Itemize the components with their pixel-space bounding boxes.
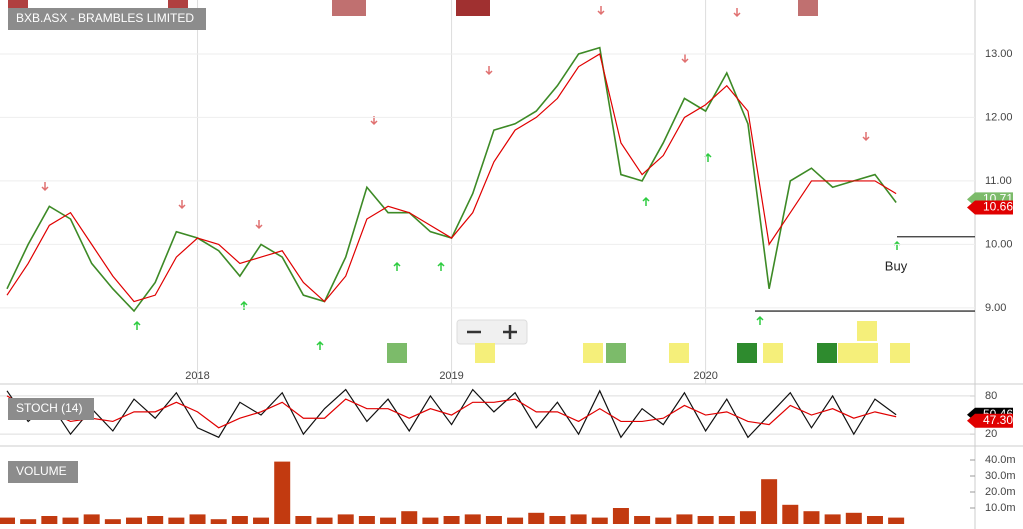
volume-bar — [41, 516, 58, 524]
volume-bar — [845, 512, 862, 524]
y-tick-label: 20 — [985, 428, 997, 440]
volume-bar — [443, 516, 460, 524]
volume-bar — [358, 516, 375, 524]
volume-bar — [485, 516, 502, 524]
signal-arrows — [41, 6, 901, 350]
panel-title: STOCH (14) — [16, 401, 82, 415]
y-tick-label: 12.00 — [985, 111, 1013, 123]
volume-bar — [316, 517, 333, 524]
volume-bar — [591, 517, 608, 524]
volume-bar — [380, 517, 397, 524]
panel-header — [8, 398, 94, 420]
y-tick-label: 10.0m — [985, 502, 1016, 514]
volume-bar — [888, 517, 905, 524]
series-line — [6, 388, 897, 439]
x-tick-label: 2019 — [439, 370, 463, 382]
price-tag-label: 47.30 — [983, 413, 1013, 427]
volume-bar — [464, 514, 481, 524]
y-tick-label: 11.00 — [985, 175, 1012, 187]
y-tick-label: 20.0m — [985, 486, 1016, 498]
volume-bar — [824, 514, 841, 524]
volume-bar — [676, 514, 693, 524]
volume-bar — [422, 517, 439, 524]
series-line — [6, 395, 897, 429]
y-tick-label: 30.0m — [985, 470, 1016, 482]
y-tick-label: 9.00 — [985, 302, 1006, 314]
annotation: Buy — [885, 258, 908, 273]
volume-bar — [803, 511, 820, 524]
volume-bar — [274, 461, 291, 524]
volume-bar — [83, 514, 100, 524]
volume-bar — [718, 516, 735, 524]
volume-bar — [528, 512, 545, 524]
panel-title: BXB.ASX - BRAMBLES LIMITED — [16, 11, 194, 25]
volume-bar — [866, 516, 883, 524]
series-line — [6, 53, 897, 303]
y-tick-label: 40.0m — [985, 454, 1016, 466]
volume-bar — [126, 517, 143, 524]
volume-bar — [20, 519, 37, 524]
event-markers — [8, 0, 910, 363]
panel-header — [8, 461, 78, 483]
volume-bar — [507, 517, 524, 524]
volume-bar — [0, 517, 15, 524]
price-tag — [967, 413, 1013, 428]
y-tick-label: 10.00 — [985, 238, 1013, 250]
panel-title: VOLUME — [16, 464, 67, 478]
y-tick-label: 80 — [985, 390, 997, 402]
volume-bar — [761, 479, 778, 524]
volume-bar — [655, 517, 672, 524]
volume-bar — [697, 516, 714, 524]
volume-bar — [295, 516, 312, 524]
volume-bar — [612, 508, 629, 524]
volume-bar — [168, 517, 185, 524]
price-tag — [967, 200, 1013, 215]
x-tick-label: 2020 — [693, 370, 717, 382]
x-tick-label: 2018 — [185, 370, 209, 382]
price-tag-label: 10.66 — [983, 200, 1013, 214]
volume-bar — [147, 516, 164, 524]
volume-bar — [401, 511, 418, 524]
volume-bar — [337, 514, 354, 524]
volume-bar — [634, 516, 651, 524]
y-tick-label: 13.00 — [985, 48, 1013, 60]
volume-bar — [210, 519, 227, 524]
volume-bar — [253, 517, 270, 524]
volume-bar — [189, 514, 206, 524]
volume-bar — [231, 516, 248, 524]
volume-bar — [104, 519, 121, 524]
volume-bar — [62, 517, 79, 524]
panel-header — [8, 8, 206, 30]
volume-bar — [782, 504, 799, 524]
volume-bar — [739, 511, 756, 524]
volume-bar — [570, 514, 587, 524]
volume-bar — [549, 516, 566, 524]
